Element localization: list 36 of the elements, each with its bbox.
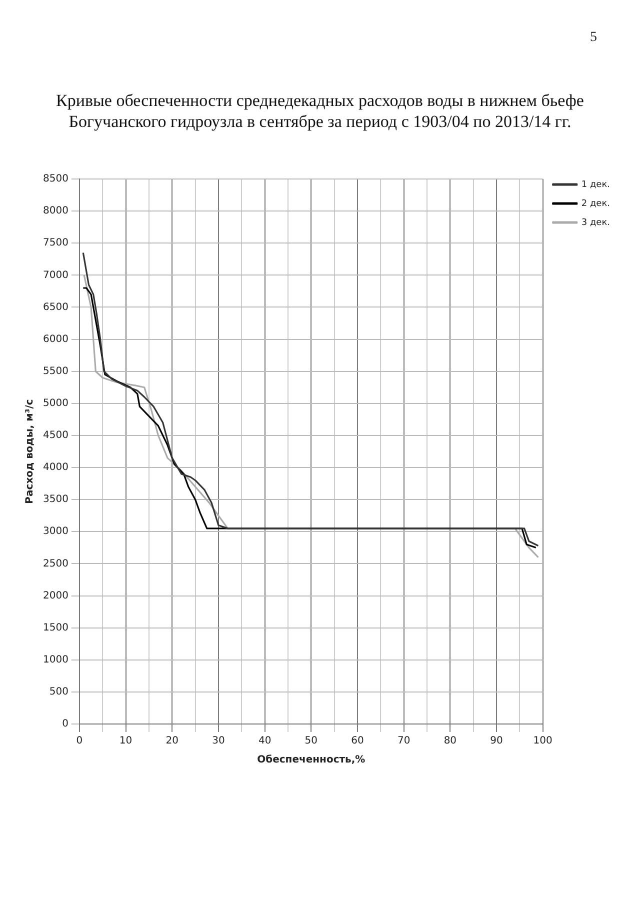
y-tick-label: 500 (49, 686, 68, 698)
y-tick-label: 1500 (42, 622, 68, 634)
chart-title: Кривые обеспеченности среднедекадных расходов воды в нижнем бьефе Богучанского гидроузла в сентябре за период с 1903/04 по 2013/14 гг. (55, 90, 585, 132)
x-axis-title: Обеспеченность,% (257, 754, 366, 766)
y-tick-label: 3000 (42, 526, 68, 538)
y-tick-label: 7500 (42, 238, 68, 249)
legend-label: 3 дек. (581, 218, 610, 228)
x-tick-label: 20 (166, 736, 178, 747)
y-tick-label: 6000 (42, 334, 68, 345)
y-tick-label: 4500 (42, 430, 68, 442)
y-tick-label: 0 (62, 718, 68, 730)
x-tick-label: 90 (490, 736, 503, 747)
y-tick-label: 8000 (42, 206, 68, 217)
x-tick-label: 80 (444, 736, 457, 747)
y-tick-label: 7000 (42, 270, 68, 281)
y-tick-label: 4000 (42, 462, 68, 474)
y-tick-label: 5000 (42, 398, 68, 410)
y-tick-label: 2000 (42, 590, 68, 602)
x-tick-label: 60 (351, 736, 364, 747)
x-tick-label: 10 (119, 736, 132, 747)
legend-label: 1 дек. (581, 180, 610, 190)
x-tick-label: 0 (76, 736, 83, 747)
x-tick-label: 50 (304, 736, 318, 747)
x-tick-label: 100 (533, 736, 552, 747)
y-tick-label: 5500 (42, 366, 68, 377)
y-tick-label: 2500 (42, 558, 68, 570)
x-tick-label: 40 (258, 736, 272, 747)
y-axis-title: Расход воды, м³/с (24, 399, 36, 504)
x-tick-label: 30 (212, 736, 225, 747)
y-tick-label: 8500 (42, 174, 68, 185)
text: 5 (590, 30, 597, 46)
x-tick-label: 70 (397, 736, 410, 747)
legend-label: 2 дек. (581, 198, 610, 209)
y-tick-label: 3500 (42, 494, 68, 506)
y-tick-label: 6500 (42, 302, 68, 313)
y-tick-label: 1000 (42, 654, 68, 666)
